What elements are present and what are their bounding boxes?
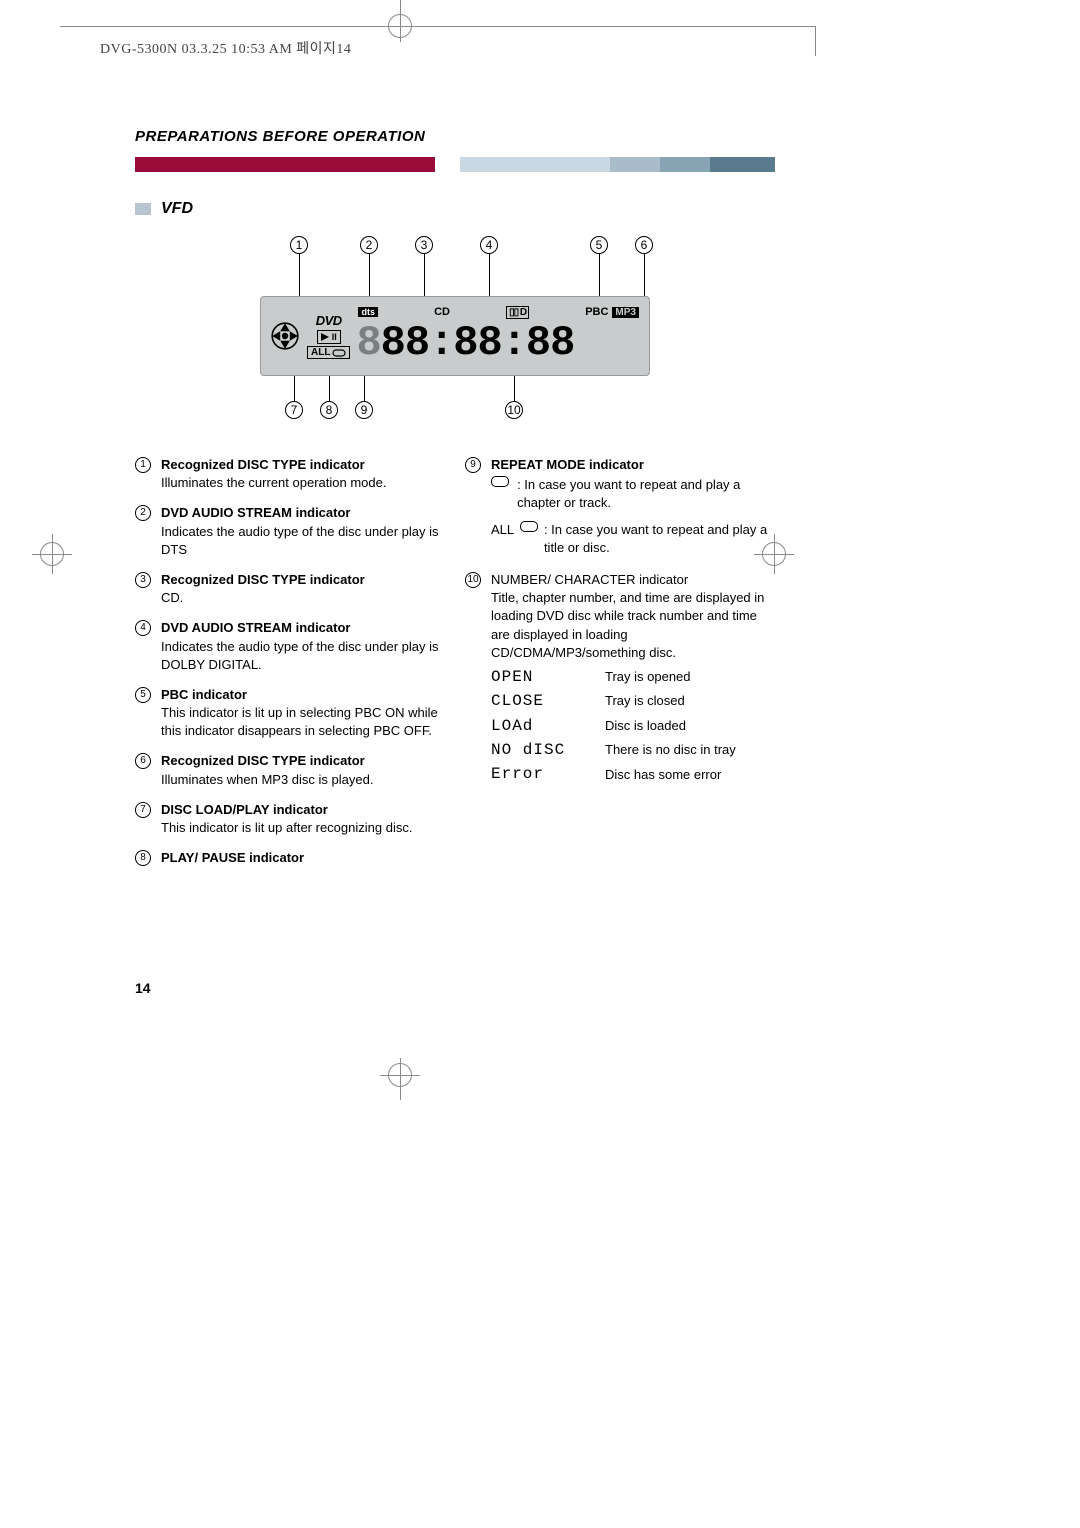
callout-number: 9	[355, 401, 373, 419]
status-row: OPEN Tray is opened	[491, 666, 775, 688]
item-number: 3	[135, 572, 151, 588]
item-title: Recognized DISC TYPE indicator	[161, 456, 445, 474]
right-column: 9 REPEAT MODE indicator : In case you wa…	[465, 456, 775, 879]
item-number: 2	[135, 505, 151, 521]
page-number: 14	[135, 980, 151, 996]
item-description: : In case you want to repeat and play a …	[544, 521, 775, 557]
callout-number: 2	[360, 236, 378, 254]
item-title: DVD AUDIO STREAM indicator	[161, 504, 445, 522]
status-description: Tray is opened	[605, 668, 691, 686]
status-description: Tray is closed	[605, 692, 685, 710]
repeat-all-indicator: ALL	[307, 346, 350, 359]
item-title: Recognized DISC TYPE indicator	[161, 752, 445, 770]
indicator-item: 5 PBC indicator This indicator is lit up…	[135, 686, 445, 741]
callout-number: 7	[285, 401, 303, 419]
repeat-icon	[520, 521, 538, 532]
indicator-item: 3 Recognized DISC TYPE indicator CD.	[135, 571, 445, 607]
item-number: 4	[135, 620, 151, 636]
status-description: There is no disc in tray	[605, 741, 736, 759]
callout-number: 4	[480, 236, 498, 254]
status-row: Error Disc has some error	[491, 763, 775, 785]
dvd-indicator: DVD	[316, 313, 342, 328]
section-marker	[135, 203, 151, 215]
crop-mark	[415, 26, 815, 27]
status-code: NO dISC	[491, 739, 581, 761]
status-code: OPEN	[491, 666, 581, 688]
indicator-item: 2 DVD AUDIO STREAM indicator Indicates t…	[135, 504, 445, 559]
callout-number: 6	[635, 236, 653, 254]
item-title: PBC indicator	[161, 686, 445, 704]
item-title: DISC LOAD/PLAY indicator	[161, 801, 445, 819]
vfd-heading: VFD	[161, 200, 193, 218]
item-description: : In case you want to repeat and play a …	[517, 476, 775, 512]
status-code: LOAd	[491, 715, 581, 737]
status-row: LOAd Disc is loaded	[491, 715, 775, 737]
crop-mark	[380, 26, 420, 27]
item-description: Title, chapter number, and time are disp…	[491, 589, 775, 662]
vfd-diagram: 1 2 3 4 5 6 DVD II ALL dts	[205, 236, 705, 426]
decorative-color-bar	[135, 157, 775, 172]
item-number: 9	[465, 457, 481, 473]
header-text: DVG-5300N 03.3.25 10:53 AM 페이지14	[100, 38, 351, 58]
status-row: CLOSE Tray is closed	[491, 690, 775, 712]
repeat-icon	[491, 476, 509, 487]
callout-number: 10	[505, 401, 523, 419]
item-description: Illuminates the current operation mode.	[161, 474, 445, 492]
item-title: Recognized DISC TYPE indicator	[161, 571, 445, 589]
crop-mark	[380, 1075, 420, 1076]
section-heading: PREPARATIONS BEFORE OPERATION	[135, 128, 775, 145]
status-code: Error	[491, 763, 581, 785]
indicator-item: 9 REPEAT MODE indicator : In case you wa…	[465, 456, 775, 557]
item-description: CD.	[161, 589, 445, 607]
all-prefix: ALL	[491, 521, 514, 539]
indicator-item: 7 DISC LOAD/PLAY indicator This indicato…	[135, 801, 445, 837]
status-code: CLOSE	[491, 690, 581, 712]
indicator-item: 4 DVD AUDIO STREAM indicator Indicates t…	[135, 619, 445, 674]
callout-number: 1	[290, 236, 308, 254]
pbc-indicator: PBC	[585, 306, 608, 318]
crop-mark	[60, 26, 385, 27]
dolby-indicator: ▯▯ D	[506, 306, 529, 319]
item-number: 5	[135, 687, 151, 703]
item-number: 6	[135, 753, 151, 769]
indicator-item: 1 Recognized DISC TYPE indicator Illumin…	[135, 456, 445, 492]
crop-mark	[815, 26, 816, 56]
vfd-display-panel: DVD II ALL dts CD ▯▯ D PBC MP3	[260, 296, 650, 376]
callout-number: 3	[415, 236, 433, 254]
status-description: Disc has some error	[605, 766, 721, 784]
item-number: 8	[135, 850, 151, 866]
item-number: 7	[135, 802, 151, 818]
item-description: Illuminates when MP3 disc is played.	[161, 771, 445, 789]
item-title: NUMBER/ CHARACTER indicator	[491, 571, 775, 589]
item-description: Indicates the audio type of the disc und…	[161, 523, 445, 559]
status-table: OPEN Tray is opened CLOSE Tray is closed LOA…	[491, 666, 775, 786]
item-number: 1	[135, 457, 151, 473]
item-number: 10	[465, 572, 481, 588]
dts-indicator: dts	[358, 307, 378, 317]
item-description: Indicates the audio type of the disc und…	[161, 638, 445, 674]
crop-mark	[52, 534, 53, 574]
item-description: This indicator is lit up in selecting PB…	[161, 704, 445, 740]
item-title: REPEAT MODE indicator	[491, 456, 775, 474]
callout-number: 8	[320, 401, 338, 419]
item-description: This indicator is lit up after recognizi…	[161, 819, 445, 837]
callout-number: 5	[590, 236, 608, 254]
status-row: NO dISC There is no disc in tray	[491, 739, 775, 761]
indicator-item: 6 Recognized DISC TYPE indicator Illumin…	[135, 752, 445, 788]
item-title: PLAY/ PAUSE indicator	[161, 849, 445, 867]
item-title: DVD AUDIO STREAM indicator	[161, 619, 445, 637]
cd-indicator: CD	[434, 306, 450, 318]
indicator-item: 10 NUMBER/ CHARACTER indicator Title, ch…	[465, 571, 775, 788]
play-pause-indicator: II	[317, 330, 341, 344]
mp3-indicator: MP3	[612, 307, 639, 318]
digit-display: 888:88:88	[356, 319, 641, 367]
disc-icon	[269, 320, 301, 352]
indicator-item: 8 PLAY/ PAUSE indicator	[135, 849, 445, 867]
status-description: Disc is loaded	[605, 717, 686, 735]
left-column: 1 Recognized DISC TYPE indicator Illumin…	[135, 456, 445, 879]
